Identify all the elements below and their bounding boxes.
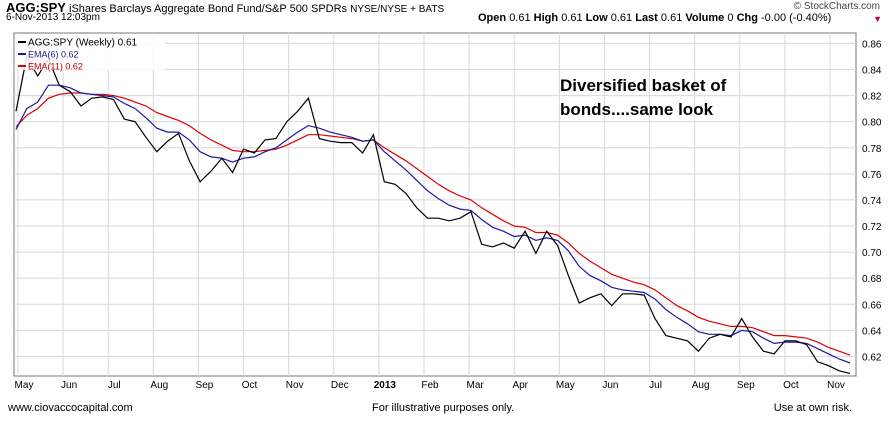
high-value: 0.61 xyxy=(561,12,583,24)
volume-label: Volume xyxy=(685,12,725,24)
low-label: Low xyxy=(585,12,608,24)
x-axis: May Jun Jul Aug Sep Oct Nov Dec 2013 Feb Mar Apr May… xyxy=(15,380,845,391)
x-tick-label: Sep xyxy=(737,380,755,391)
volume-value: 0 xyxy=(727,12,734,24)
series-line-0 xyxy=(15,54,851,374)
datetime: 6-Nov-2013 12:03pm xyxy=(6,12,100,23)
x-tick-label: Jul xyxy=(649,380,662,391)
x-tick-label: Feb xyxy=(421,380,439,391)
x-tick-label: Jun xyxy=(61,380,77,391)
x-tick-label: Mar xyxy=(466,380,484,391)
x-tick-label: 2013 xyxy=(374,380,397,391)
footer-risk: Use at own risk. xyxy=(773,402,852,414)
y-tick-label: 0.74 xyxy=(862,196,882,207)
open-label: Open xyxy=(478,12,507,24)
x-tick-label: Sep xyxy=(196,380,214,391)
legend-entry: EMA(11) 0.62 xyxy=(28,62,83,72)
brand-link[interactable]: © StockCharts.com xyxy=(793,1,880,12)
exchange: NYSE/NYSE + BATS xyxy=(350,4,445,15)
y-tick-label: 0.82 xyxy=(862,92,882,103)
low-value: 0.61 xyxy=(610,12,633,24)
x-tick-label: May xyxy=(556,380,575,391)
footer-website[interactable]: www.ciovaccocapital.com xyxy=(8,402,133,414)
y-tick-label: 0.76 xyxy=(862,170,882,181)
x-tick-label: Jul xyxy=(108,380,121,391)
description: iShares Barclays Aggregate Bond Fund/S&P… xyxy=(69,3,348,15)
x-tick-label: Nov xyxy=(827,380,845,391)
y-tick-label: 0.78 xyxy=(862,144,882,155)
series-line-2 xyxy=(15,92,851,356)
y-tick-label: 0.84 xyxy=(862,66,882,77)
x-tick-label: May xyxy=(15,380,34,391)
y-tick-label: 0.66 xyxy=(862,300,882,311)
y-axis: 0.62 0.64 0.66 0.68 0.70 0.72 0.74 0.76 0.78 0.80… xyxy=(862,39,882,363)
y-tick-label: 0.62 xyxy=(862,352,882,363)
last-value: 0.61 xyxy=(660,12,683,24)
x-tick-label: Aug xyxy=(150,380,168,391)
y-tick-label: 0.68 xyxy=(862,274,882,285)
quote-bar: Open 0.61 High 0.61 Low 0.61 Last 0.61 V… xyxy=(478,12,831,24)
y-tick-label: 0.64 xyxy=(862,326,882,337)
x-tick-label: Oct xyxy=(242,380,258,391)
x-tick-label: Aug xyxy=(692,380,710,391)
legend-entry: EMA(6) 0.62 xyxy=(28,50,79,60)
y-tick-label: 0.70 xyxy=(862,248,882,259)
x-tick-label: Nov xyxy=(286,380,304,391)
legend-entry: AGG:SPY (Weekly) 0.61 xyxy=(28,38,138,49)
chart-header: AGG:SPY iShares Barclays Aggregate Bond … xyxy=(6,0,444,15)
high-label: High xyxy=(533,12,559,24)
y-tick-label: 0.86 xyxy=(862,39,882,50)
last-label: Last xyxy=(635,12,658,24)
x-tick-label: Apr xyxy=(512,380,528,391)
y-tick-label: 0.72 xyxy=(862,222,882,233)
series-lines xyxy=(15,54,851,374)
x-tick-label: Jun xyxy=(602,380,618,391)
chg-label: Chg xyxy=(736,12,758,24)
x-tick-label: Dec xyxy=(331,380,349,391)
chg-value: -0.00 (-0.40%) xyxy=(761,12,832,24)
y-tick-label: 0.80 xyxy=(862,118,882,129)
open-value: 0.61 xyxy=(509,12,531,24)
legend-box xyxy=(15,34,165,70)
series-line-1 xyxy=(15,84,851,364)
annotation: Diversified basket of bonds....same look xyxy=(560,76,727,119)
footer-disclaimer: For illustrative purposes only. xyxy=(372,402,515,414)
x-tick-label: Oct xyxy=(783,380,799,391)
plot-frame xyxy=(13,32,857,377)
dropdown-arrow-icon[interactable]: ▼ xyxy=(873,14,882,24)
symbol: AGG:SPY xyxy=(6,0,66,15)
